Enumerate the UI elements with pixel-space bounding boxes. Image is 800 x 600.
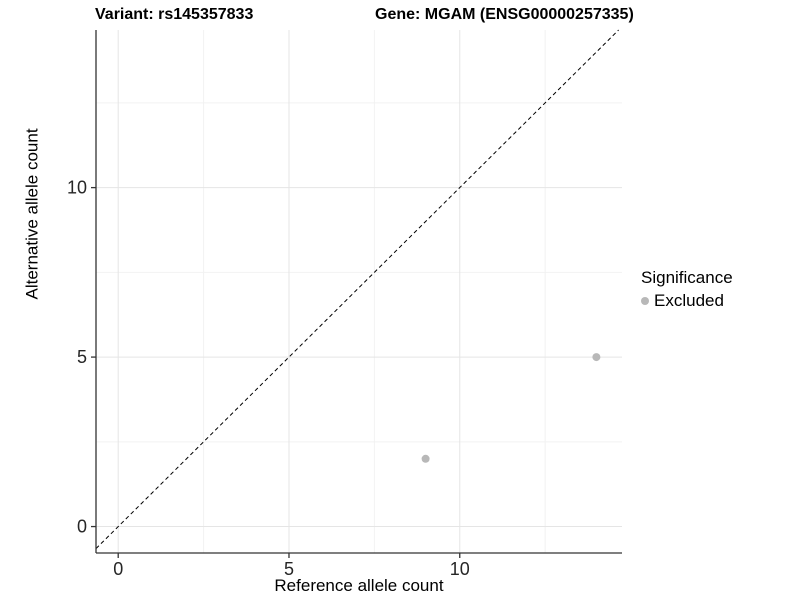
legend-item-label: Excluded <box>654 291 724 310</box>
x-tick-label: 5 <box>284 559 294 579</box>
gene-title: Gene: MGAM (ENSG00000257335) <box>375 6 634 23</box>
x-tick-label: 10 <box>450 559 470 579</box>
y-tick-label: 0 <box>77 517 87 537</box>
x-axis-label: Reference allele count <box>274 576 444 595</box>
x-tick-label: 0 <box>113 559 123 579</box>
data-point <box>592 353 601 362</box>
identity-dashed-line <box>95 29 619 549</box>
y-tick-label: 10 <box>67 178 87 198</box>
y-axis-label: Alternative allele count <box>22 128 42 300</box>
legend-item-excluded: Excluded <box>641 291 733 311</box>
circle-icon <box>641 297 649 305</box>
legend-title: Significance <box>641 268 733 287</box>
variant-title: Variant: rs145357833 <box>95 6 254 23</box>
legend: Significance Excluded <box>641 268 733 311</box>
data-point <box>421 454 430 463</box>
y-tick-label: 5 <box>77 347 87 367</box>
